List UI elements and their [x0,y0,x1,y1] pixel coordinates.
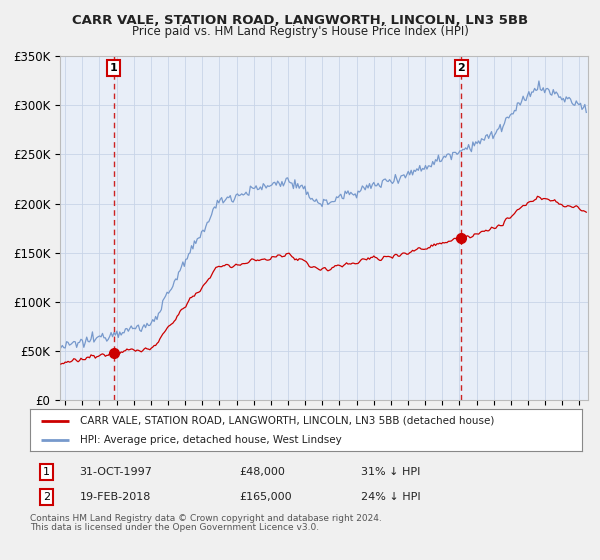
Text: CARR VALE, STATION ROAD, LANGWORTH, LINCOLN, LN3 5BB: CARR VALE, STATION ROAD, LANGWORTH, LINC… [72,14,528,27]
Text: 2: 2 [458,63,466,73]
Text: This data is licensed under the Open Government Licence v3.0.: This data is licensed under the Open Gov… [30,523,319,532]
Text: 31-OCT-1997: 31-OCT-1997 [80,467,152,477]
Text: £165,000: £165,000 [240,492,292,502]
Text: 2: 2 [43,492,50,502]
Text: 1: 1 [43,467,50,477]
Text: 1: 1 [110,63,118,73]
Text: 24% ↓ HPI: 24% ↓ HPI [361,492,421,502]
Text: Price paid vs. HM Land Registry's House Price Index (HPI): Price paid vs. HM Land Registry's House … [131,25,469,38]
Text: CARR VALE, STATION ROAD, LANGWORTH, LINCOLN, LN3 5BB (detached house): CARR VALE, STATION ROAD, LANGWORTH, LINC… [80,416,494,426]
Text: £48,000: £48,000 [240,467,286,477]
Text: 31% ↓ HPI: 31% ↓ HPI [361,467,421,477]
Text: HPI: Average price, detached house, West Lindsey: HPI: Average price, detached house, West… [80,435,341,445]
Text: 19-FEB-2018: 19-FEB-2018 [80,492,151,502]
Text: Contains HM Land Registry data © Crown copyright and database right 2024.: Contains HM Land Registry data © Crown c… [30,514,382,523]
